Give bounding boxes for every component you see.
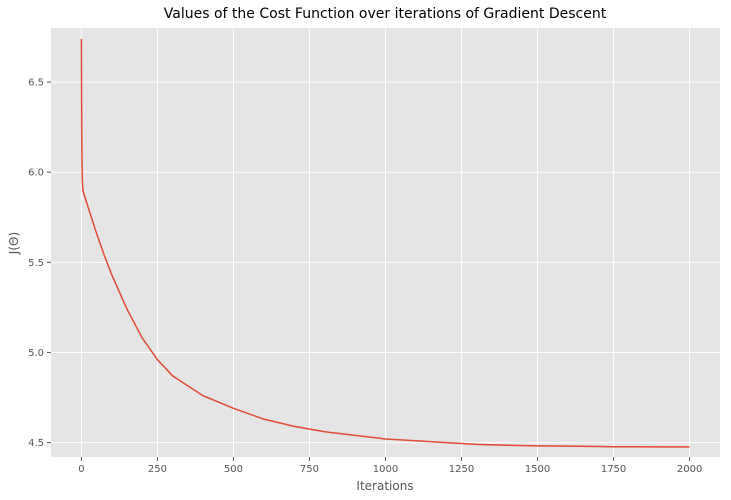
x-tick-label: 1750 <box>601 464 626 475</box>
tick-labels: 0 250 500 750 1000 1250 1500 1750 2000 4.5 5.0 5.5 6… <box>28 78 702 475</box>
y-tick-label: 4.5 <box>28 438 44 449</box>
y-tick-label: 5.0 <box>28 348 44 359</box>
y-tick-label: 6.0 <box>28 168 44 179</box>
x-tick-label: 1500 <box>525 464 550 475</box>
x-tick-label: 500 <box>224 464 243 475</box>
series-line-cost <box>80 38 690 448</box>
x-tick-label: 0 <box>78 464 84 475</box>
x-tick-label: 1000 <box>373 464 398 475</box>
y-tick-label: 6.5 <box>28 78 44 89</box>
y-axis-label: J(Θ) <box>7 232 21 255</box>
chart-title: Values of the Cost Function over iterati… <box>164 6 607 22</box>
grid-lines <box>51 28 720 457</box>
x-tick-label: 1250 <box>449 464 474 475</box>
x-tick-label: 2000 <box>677 464 702 475</box>
x-tick-label: 250 <box>148 464 167 475</box>
x-axis-label: Iterations <box>356 479 413 493</box>
y-tick-label: 5.5 <box>28 258 44 269</box>
x-tick-label: 750 <box>300 464 319 475</box>
